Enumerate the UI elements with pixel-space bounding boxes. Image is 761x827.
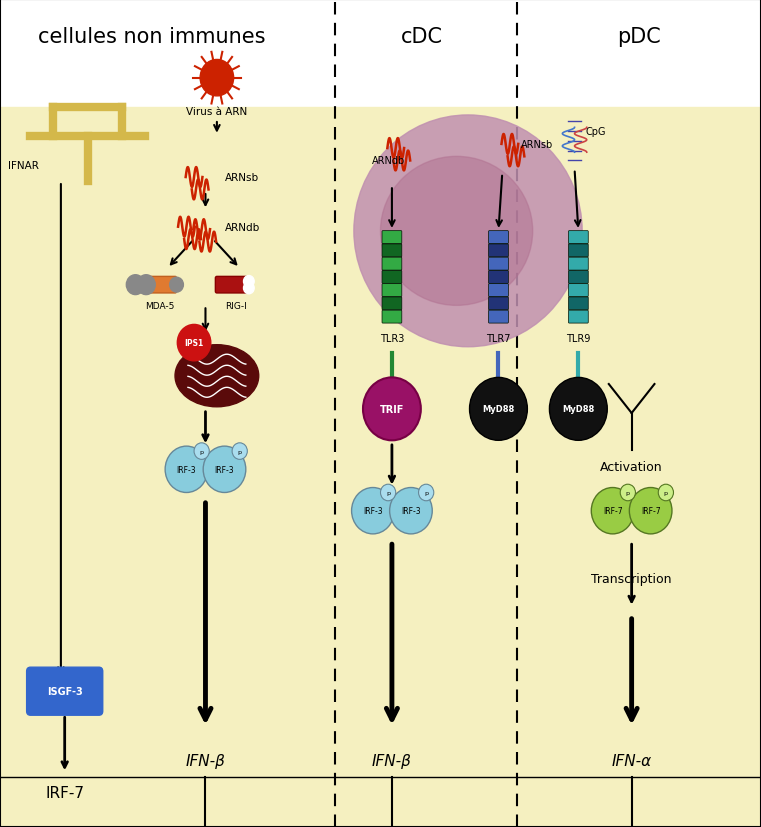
FancyBboxPatch shape: [489, 271, 508, 284]
Text: Transcription: Transcription: [591, 572, 672, 586]
FancyBboxPatch shape: [568, 232, 588, 244]
Circle shape: [200, 60, 234, 97]
Circle shape: [194, 443, 209, 460]
Text: TRIF: TRIF: [380, 404, 404, 414]
FancyBboxPatch shape: [382, 271, 402, 284]
FancyBboxPatch shape: [382, 245, 402, 257]
Text: IFN-α: IFN-α: [612, 753, 651, 768]
Text: CpG: CpG: [586, 127, 607, 137]
Text: IRF-3: IRF-3: [401, 507, 421, 515]
Text: ARNdb: ARNdb: [371, 156, 405, 166]
FancyBboxPatch shape: [489, 245, 508, 257]
Text: IFN-β: IFN-β: [372, 753, 412, 768]
Text: p: p: [664, 490, 668, 495]
Text: Activation: Activation: [600, 461, 663, 474]
Text: IRF-7: IRF-7: [45, 785, 84, 800]
Text: ARNsb: ARNsb: [521, 140, 553, 150]
Circle shape: [170, 278, 183, 293]
FancyBboxPatch shape: [145, 277, 177, 294]
FancyBboxPatch shape: [568, 284, 588, 297]
FancyBboxPatch shape: [489, 298, 508, 310]
Circle shape: [137, 275, 155, 295]
Circle shape: [177, 325, 211, 361]
Text: p: p: [237, 449, 242, 454]
Text: IRF-7: IRF-7: [641, 507, 661, 515]
Text: RIG-I: RIG-I: [225, 302, 247, 310]
FancyBboxPatch shape: [568, 298, 588, 310]
Circle shape: [380, 485, 396, 501]
Circle shape: [165, 447, 208, 493]
FancyBboxPatch shape: [568, 245, 588, 257]
Circle shape: [244, 276, 254, 288]
Circle shape: [629, 488, 672, 534]
Text: p: p: [424, 490, 428, 495]
FancyBboxPatch shape: [382, 284, 402, 297]
Text: IPS1: IPS1: [184, 339, 204, 347]
Circle shape: [390, 488, 432, 534]
Text: IRF-3: IRF-3: [177, 466, 196, 474]
Circle shape: [620, 485, 635, 501]
Circle shape: [658, 485, 673, 501]
Text: IRF-3: IRF-3: [215, 466, 234, 474]
Text: MyD88: MyD88: [562, 405, 594, 414]
Circle shape: [232, 443, 247, 460]
Text: p: p: [626, 490, 630, 495]
Text: MDA-5: MDA-5: [145, 302, 174, 310]
Text: IFNAR: IFNAR: [8, 160, 39, 170]
FancyBboxPatch shape: [382, 258, 402, 270]
FancyBboxPatch shape: [215, 277, 247, 294]
Circle shape: [203, 447, 246, 493]
Circle shape: [363, 378, 421, 441]
Text: TLR9: TLR9: [566, 334, 591, 344]
Text: cDC: cDC: [401, 27, 444, 47]
FancyBboxPatch shape: [489, 311, 508, 323]
FancyBboxPatch shape: [489, 258, 508, 270]
Text: MyD88: MyD88: [482, 405, 514, 414]
Text: IFN-β: IFN-β: [186, 753, 225, 768]
Text: ISGF-3: ISGF-3: [47, 686, 82, 696]
Circle shape: [244, 283, 254, 294]
Text: ARNdb: ARNdb: [224, 222, 260, 232]
Ellipse shape: [354, 116, 582, 347]
Text: Virus à ARN: Virus à ARN: [186, 107, 247, 117]
Text: p: p: [199, 449, 204, 454]
FancyBboxPatch shape: [489, 232, 508, 244]
Circle shape: [549, 378, 607, 441]
FancyBboxPatch shape: [382, 298, 402, 310]
FancyBboxPatch shape: [27, 667, 103, 715]
Ellipse shape: [380, 157, 533, 306]
FancyBboxPatch shape: [568, 311, 588, 323]
Ellipse shape: [175, 345, 259, 407]
Text: p: p: [386, 490, 390, 495]
FancyBboxPatch shape: [568, 271, 588, 284]
FancyBboxPatch shape: [382, 232, 402, 244]
Text: TLR3: TLR3: [380, 334, 404, 344]
Text: cellules non immunes: cellules non immunes: [39, 27, 266, 47]
Circle shape: [591, 488, 634, 534]
Bar: [0, 108, 761, 827]
Text: IRF-7: IRF-7: [603, 507, 622, 515]
Text: ARNsb: ARNsb: [224, 173, 259, 183]
Circle shape: [126, 275, 145, 295]
FancyBboxPatch shape: [568, 258, 588, 270]
Circle shape: [352, 488, 394, 534]
Text: pDC: pDC: [617, 27, 661, 47]
FancyBboxPatch shape: [489, 284, 508, 297]
Circle shape: [419, 485, 434, 501]
Bar: [0, 0, 761, 108]
Text: TLR7: TLR7: [486, 334, 511, 344]
Circle shape: [470, 378, 527, 441]
Text: IRF-3: IRF-3: [363, 507, 383, 515]
FancyBboxPatch shape: [382, 311, 402, 323]
